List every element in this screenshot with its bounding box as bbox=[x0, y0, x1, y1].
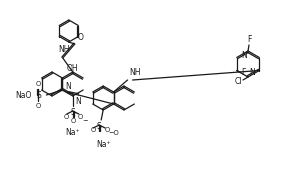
Text: NaO: NaO bbox=[15, 90, 31, 100]
Text: O: O bbox=[36, 81, 41, 87]
Text: NH: NH bbox=[130, 68, 141, 77]
Text: OH: OH bbox=[66, 64, 78, 73]
Text: N: N bbox=[242, 51, 248, 60]
Text: F: F bbox=[242, 68, 246, 77]
Text: Cl: Cl bbox=[234, 76, 242, 86]
Text: O: O bbox=[63, 114, 69, 120]
Text: S: S bbox=[70, 108, 75, 117]
Text: NH: NH bbox=[58, 45, 69, 54]
Text: F: F bbox=[247, 35, 251, 44]
Text: N: N bbox=[66, 82, 71, 91]
Text: N: N bbox=[76, 97, 81, 106]
Text: O: O bbox=[77, 114, 82, 120]
Text: O: O bbox=[78, 33, 84, 42]
Text: O: O bbox=[104, 127, 110, 133]
Text: −: − bbox=[82, 118, 87, 124]
Text: −O: −O bbox=[108, 130, 119, 136]
Text: O: O bbox=[36, 103, 41, 109]
Text: O: O bbox=[91, 127, 96, 133]
Text: S: S bbox=[36, 90, 41, 100]
Text: S: S bbox=[97, 122, 101, 131]
Text: Na⁺: Na⁺ bbox=[66, 128, 80, 137]
Text: Na⁺: Na⁺ bbox=[96, 140, 111, 149]
Text: O: O bbox=[70, 118, 76, 124]
Text: N: N bbox=[249, 68, 255, 77]
